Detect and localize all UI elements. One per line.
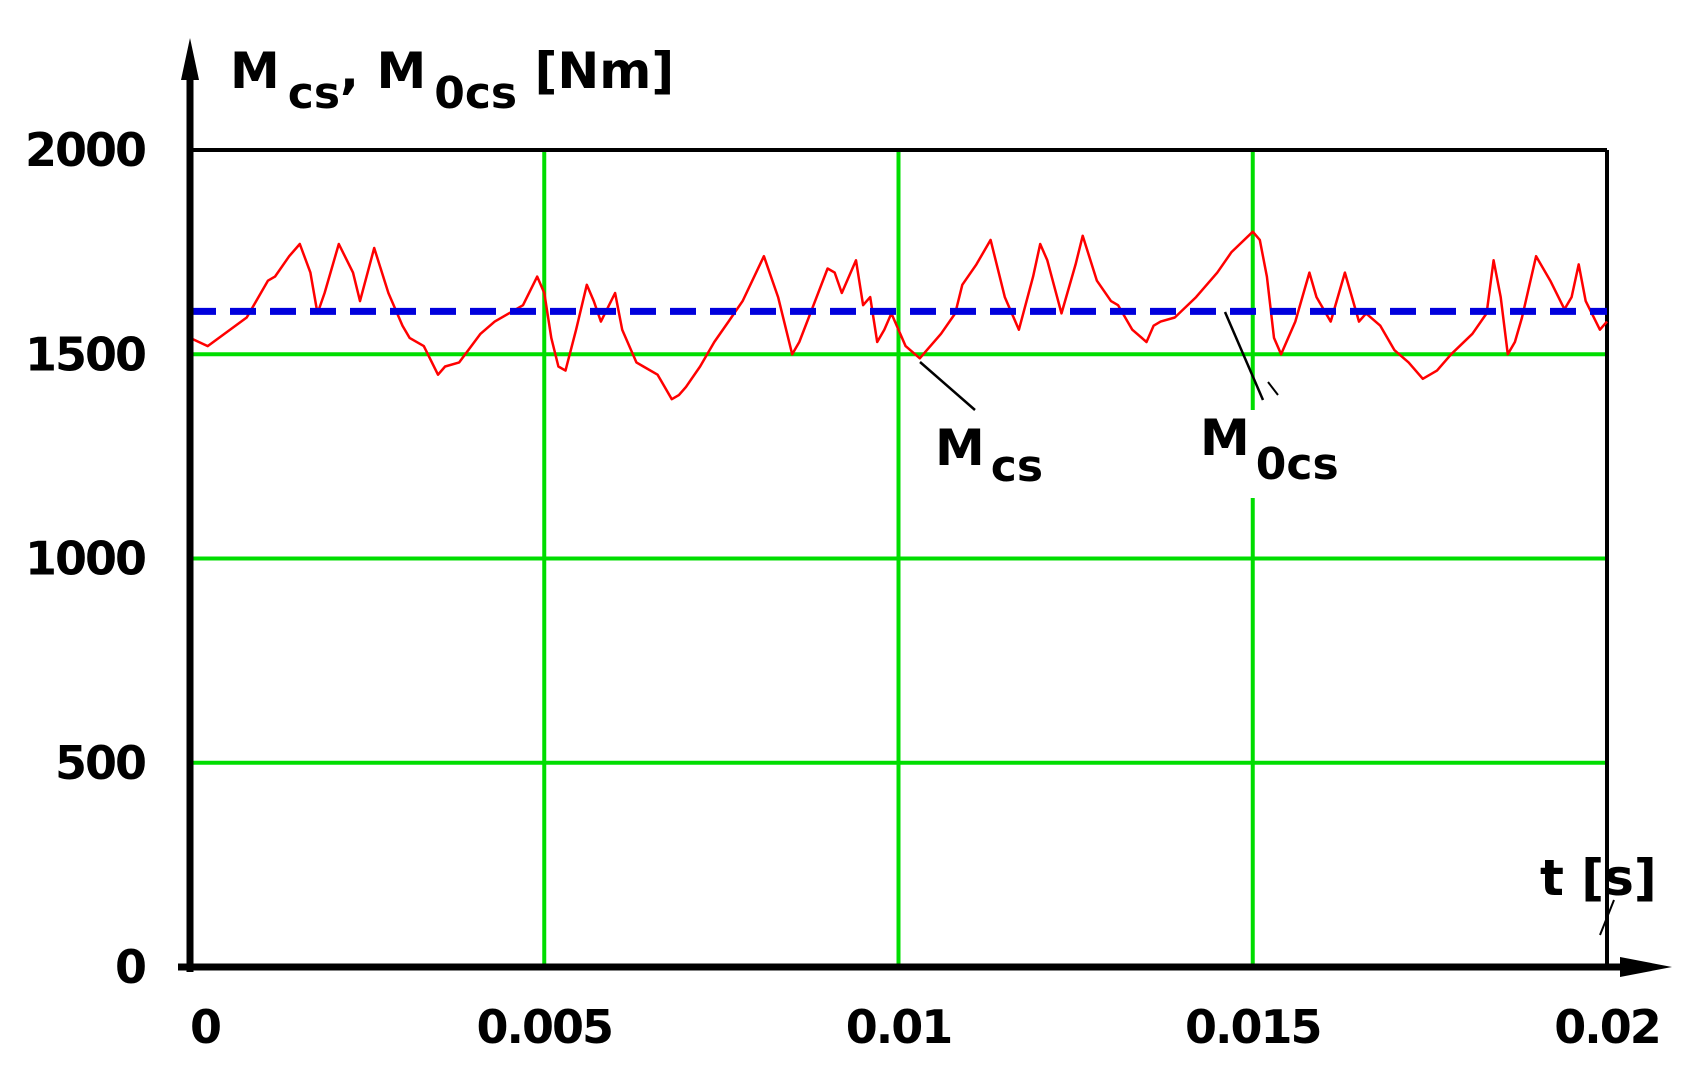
- x-tick-label-4: 0.02: [1554, 1000, 1660, 1054]
- y-tick-label-4: 2000: [25, 123, 145, 177]
- mcs-leader-line: [919, 361, 976, 411]
- mcs-label-sub: cs: [991, 441, 1043, 492]
- axes: [178, 38, 1672, 977]
- y-tick-label-1: 500: [55, 736, 145, 790]
- m0cs-label: M 0cs: [1200, 409, 1339, 490]
- y-axis-arrow: [181, 38, 199, 80]
- m0cs-leader-line-2: [1267, 381, 1279, 396]
- y-axis-title-part-2: , M: [340, 42, 426, 100]
- x-axis-title: t [s]: [1540, 849, 1657, 907]
- series-label-m0cs: M 0cs: [1188, 311, 1384, 498]
- tick-labels: 0 0.005 0.01 0.015 0.02 0 500 1000 1500 2000: [25, 123, 1662, 1054]
- mcs-label-main: M: [935, 419, 985, 477]
- x-tick-label-1: 0.005: [476, 1000, 612, 1054]
- x-axis-arrow: [1620, 957, 1672, 977]
- m0cs-label-background: [1188, 410, 1384, 498]
- series-line-mcs: [189, 230, 1608, 401]
- y-axis-title-part-1: M: [230, 42, 280, 100]
- y-axis-title-part-3: [Nm]: [517, 42, 674, 100]
- y-axis-title-part-1-sub: cs: [288, 68, 340, 119]
- plot-frame: [190, 148, 1609, 967]
- y-axis-title-part-2-sub: 0cs: [434, 68, 517, 119]
- m0cs-label-sub: 0cs: [1256, 439, 1339, 490]
- series-layer: [189, 230, 1608, 401]
- grid-lines: [190, 150, 1609, 967]
- y-tick-label-0: 0: [115, 940, 145, 994]
- m0cs-leader-line: [1223, 311, 1265, 401]
- y-tick-label-2: 1000: [25, 532, 145, 586]
- x-tick-label-2: 0.01: [846, 1000, 952, 1054]
- m0cs-label-main: M: [1200, 409, 1250, 467]
- x-tick-label-0: 0: [190, 1000, 220, 1054]
- x-axis-title-leader: [1599, 899, 1615, 936]
- y-tick-label-3: 1500: [25, 327, 145, 381]
- x-tick-label-3: 0.015: [1185, 1000, 1321, 1054]
